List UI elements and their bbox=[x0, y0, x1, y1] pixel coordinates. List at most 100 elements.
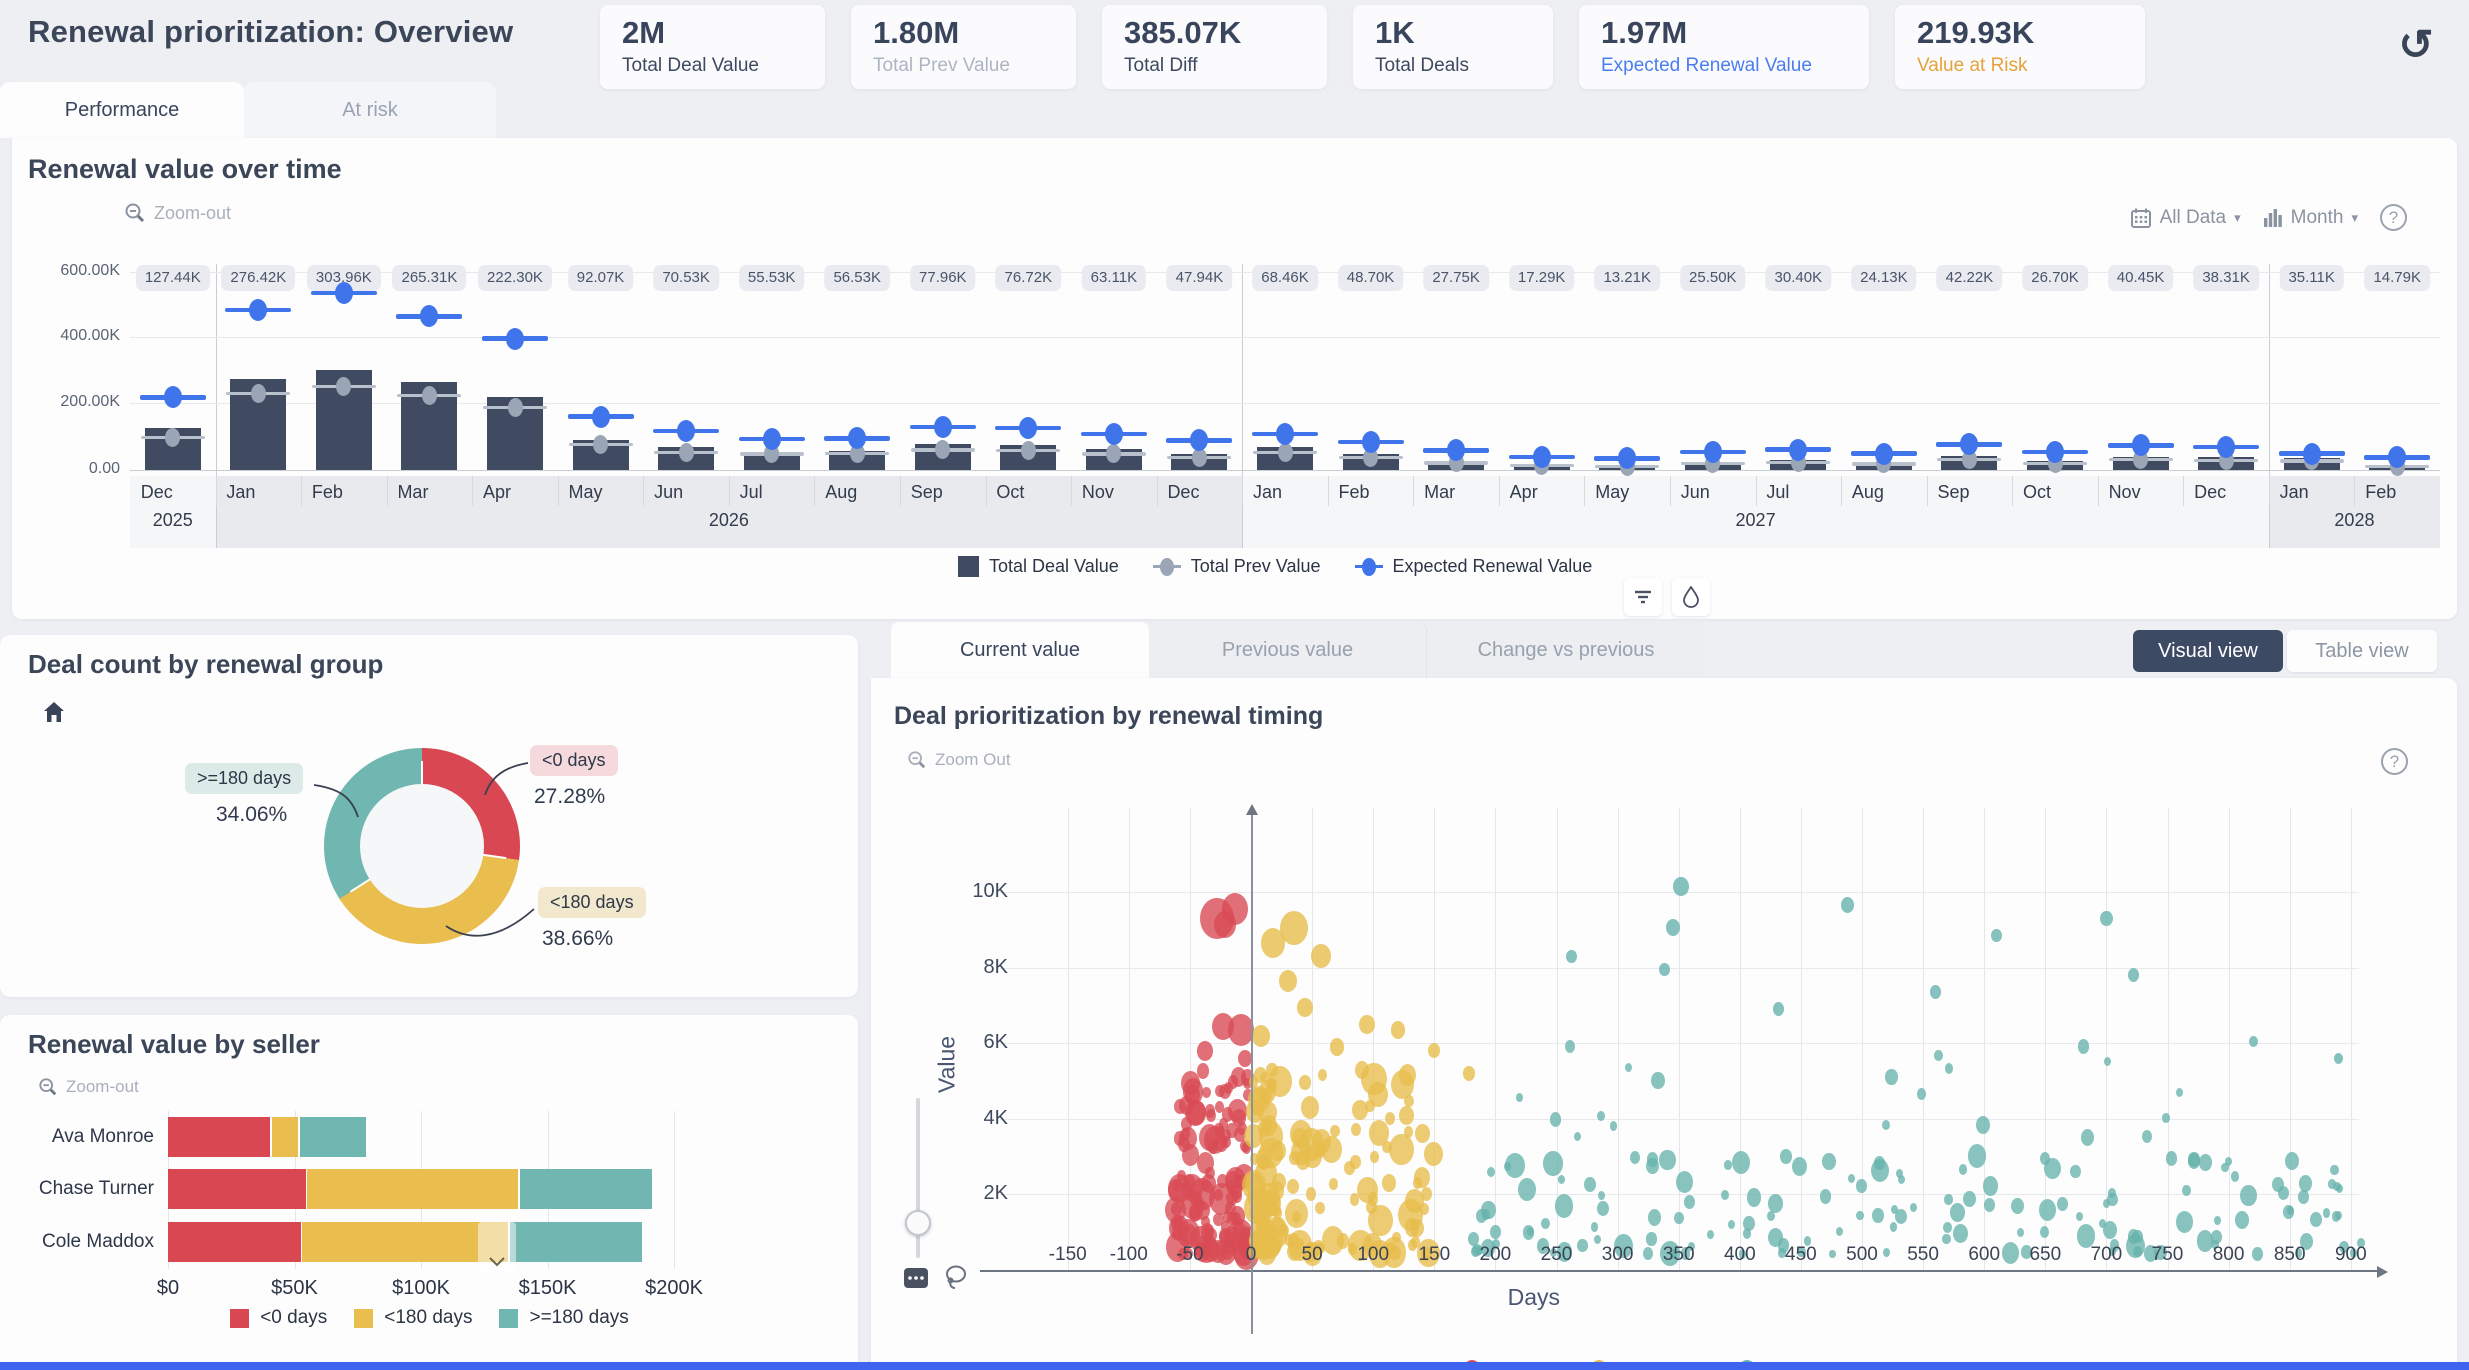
scatter-point[interactable] bbox=[1556, 1242, 1573, 1262]
scatter-point[interactable] bbox=[1558, 1174, 1566, 1184]
scatter-point[interactable] bbox=[1792, 1156, 1808, 1176]
scatter-point[interactable] bbox=[1218, 1117, 1229, 1130]
scatter-point[interactable] bbox=[1882, 1248, 1890, 1258]
scatter-point[interactable] bbox=[2039, 1225, 2050, 1238]
scatter-point[interactable] bbox=[1305, 1186, 1317, 1201]
expected-value-marker[interactable] bbox=[2046, 440, 2064, 463]
scatter-point[interactable] bbox=[1480, 1239, 1495, 1258]
scatter-point[interactable] bbox=[1706, 1230, 1714, 1240]
scatter-point[interactable] bbox=[1881, 1119, 1890, 1131]
scatter-point[interactable] bbox=[2154, 1244, 2167, 1261]
scatter-point[interactable] bbox=[1240, 1247, 1251, 1261]
scatter-point[interactable] bbox=[1389, 1133, 1414, 1166]
scatter-point[interactable] bbox=[1278, 969, 1297, 992]
prev-value-marker[interactable] bbox=[336, 376, 352, 396]
scatter-point[interactable] bbox=[1233, 1126, 1247, 1143]
scatter-point[interactable] bbox=[1389, 1244, 1401, 1260]
scatter-point[interactable] bbox=[1368, 1120, 1389, 1147]
lasso-select-icon[interactable] bbox=[943, 1264, 969, 1292]
scatter-point[interactable] bbox=[1403, 1125, 1414, 1138]
granularity-select[interactable]: Month ▾ bbox=[2263, 207, 2358, 229]
scatter-point[interactable] bbox=[1415, 1124, 1431, 1144]
scatter-point[interactable] bbox=[2299, 1232, 2314, 1251]
scatter-point[interactable] bbox=[1554, 1194, 1574, 1218]
scatter-point[interactable] bbox=[2133, 1245, 2142, 1257]
scatter-point[interactable] bbox=[2021, 1245, 2032, 1259]
scatter-point[interactable] bbox=[1267, 1190, 1277, 1203]
scatter-point[interactable] bbox=[2310, 1212, 2322, 1228]
scatter-point[interactable] bbox=[2272, 1177, 2285, 1193]
scatter-point[interactable] bbox=[1967, 1144, 1987, 1169]
scatter-point[interactable] bbox=[1625, 1062, 1633, 1073]
scatter-point[interactable] bbox=[1224, 1082, 1234, 1095]
expected-value-marker[interactable] bbox=[506, 327, 524, 350]
prev-value-marker[interactable] bbox=[250, 383, 266, 403]
expected-value-marker[interactable] bbox=[1703, 440, 1722, 463]
scatter-point[interactable] bbox=[1384, 1111, 1395, 1125]
scatter-point[interactable] bbox=[1646, 1232, 1657, 1246]
expected-value-marker[interactable] bbox=[1361, 430, 1380, 453]
scatter-point[interactable] bbox=[1897, 1174, 1905, 1185]
date-range-select[interactable]: All Data ▾ bbox=[2130, 207, 2241, 229]
scatter-point[interactable] bbox=[2162, 1113, 2170, 1123]
expected-value-marker[interactable] bbox=[334, 281, 353, 304]
scatter-point[interactable] bbox=[1336, 1233, 1350, 1250]
scatter-point[interactable] bbox=[1165, 1232, 1190, 1263]
scatter-point[interactable] bbox=[1382, 1173, 1397, 1192]
scatter-point[interactable] bbox=[1673, 876, 1690, 897]
scatter-point[interactable] bbox=[2102, 1198, 2110, 1209]
scatter-point[interactable] bbox=[1828, 1249, 1836, 1259]
scatter-point[interactable] bbox=[1467, 1231, 1480, 1246]
scatter-point[interactable] bbox=[1348, 1230, 1373, 1262]
scatter-point[interactable] bbox=[1268, 1238, 1281, 1255]
scatter-point[interactable] bbox=[1847, 1173, 1855, 1183]
scatter-point[interactable] bbox=[1594, 1235, 1602, 1245]
scatter-point[interactable] bbox=[1221, 1107, 1234, 1122]
scatter-point[interactable] bbox=[1990, 928, 2002, 943]
scatter-point[interactable] bbox=[1724, 1160, 1732, 1170]
scatter-point[interactable] bbox=[1822, 1153, 1836, 1171]
scatter-point[interactable] bbox=[1609, 1121, 1618, 1131]
prev-value-marker[interactable] bbox=[1277, 442, 1293, 462]
expected-value-marker[interactable] bbox=[677, 419, 696, 442]
scatter-point[interactable] bbox=[1976, 1116, 1990, 1135]
scatter-point[interactable] bbox=[2011, 1197, 2025, 1215]
scatter-point[interactable] bbox=[2187, 1153, 2201, 1169]
scatter-point[interactable] bbox=[2335, 1210, 2343, 1220]
bar-segment[interactable] bbox=[519, 1169, 653, 1209]
scatter-point[interactable] bbox=[1226, 1122, 1238, 1138]
scatter-point[interactable] bbox=[2132, 1229, 2143, 1243]
scatter-point[interactable] bbox=[1642, 1246, 1653, 1260]
scatter-point[interactable] bbox=[1944, 1063, 1954, 1075]
scatter-point[interactable] bbox=[1286, 1241, 1303, 1262]
scatter-point[interactable] bbox=[1170, 1201, 1183, 1216]
scatter-point[interactable] bbox=[2075, 1211, 2083, 1222]
scatter-point[interactable] bbox=[2081, 1129, 2095, 1146]
scatter-point[interactable] bbox=[1773, 1002, 1785, 1016]
scatter-point[interactable] bbox=[1541, 1218, 1550, 1230]
scatter-point[interactable] bbox=[1574, 1131, 1582, 1141]
scatter-point[interactable] bbox=[1226, 1180, 1237, 1194]
filter-button[interactable] bbox=[1624, 578, 1662, 616]
scatter-point[interactable] bbox=[1185, 1100, 1206, 1127]
scatter-point[interactable] bbox=[1312, 1145, 1322, 1157]
scatter-point[interactable] bbox=[2278, 1186, 2290, 1201]
scatter-point[interactable] bbox=[2298, 1190, 2310, 1204]
expected-value-marker[interactable] bbox=[1104, 422, 1123, 445]
scatter-point[interactable] bbox=[1658, 962, 1670, 977]
bar-segment[interactable] bbox=[307, 1169, 519, 1209]
scatter-point[interactable] bbox=[1242, 1142, 1252, 1154]
bar-segment[interactable] bbox=[168, 1117, 271, 1157]
scatter-point[interactable] bbox=[1296, 997, 1313, 1018]
scatter-point[interactable] bbox=[1414, 1167, 1431, 1189]
scatter-point[interactable] bbox=[1840, 897, 1854, 914]
scatter-point[interactable] bbox=[1239, 1226, 1250, 1240]
scatter-point[interactable] bbox=[2099, 1219, 2107, 1229]
scatter-point[interactable] bbox=[2230, 1171, 2240, 1182]
scatter-point[interactable] bbox=[2294, 1248, 2302, 1258]
scatter-point[interactable] bbox=[1250, 1230, 1265, 1250]
legend-expected-renewal-value[interactable]: Expected Renewal Value bbox=[1354, 556, 1592, 577]
prev-value-marker[interactable] bbox=[165, 427, 181, 447]
scatter-point[interactable] bbox=[1173, 1217, 1184, 1231]
scatter-point[interactable] bbox=[1855, 1179, 1867, 1193]
